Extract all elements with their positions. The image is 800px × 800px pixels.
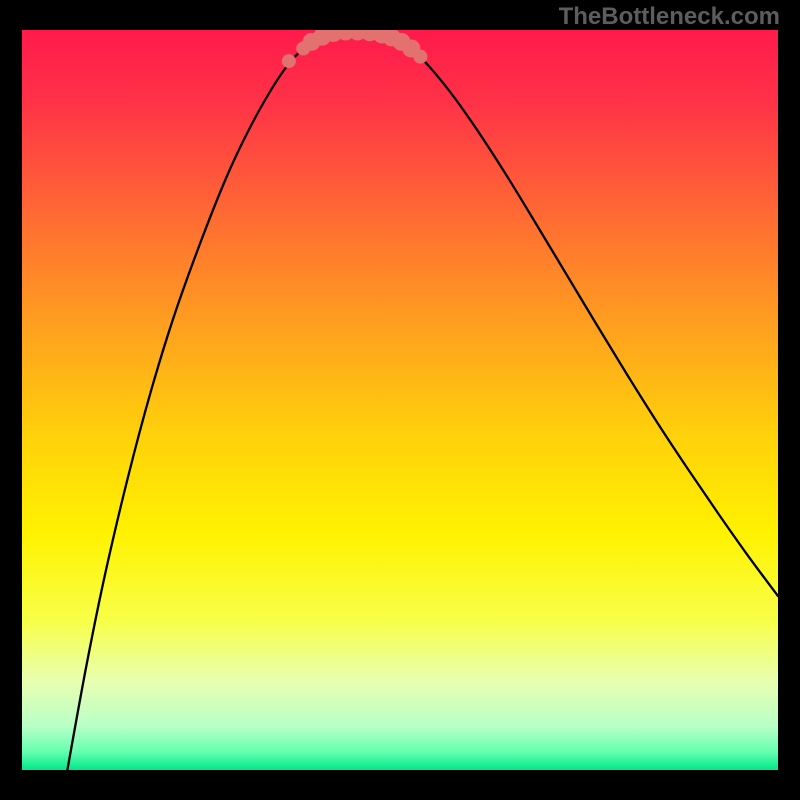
chart-frame: TheBottleneck.com [0,0,800,800]
curve-marker [413,50,427,64]
plot-area [22,30,778,770]
watermark-text: TheBottleneck.com [559,3,780,31]
curve-marker [282,54,296,68]
gradient-background [22,30,778,770]
chart-svg [22,30,778,770]
